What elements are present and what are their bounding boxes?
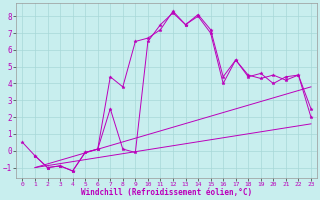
X-axis label: Windchill (Refroidissement éolien,°C): Windchill (Refroidissement éolien,°C): [81, 188, 252, 197]
